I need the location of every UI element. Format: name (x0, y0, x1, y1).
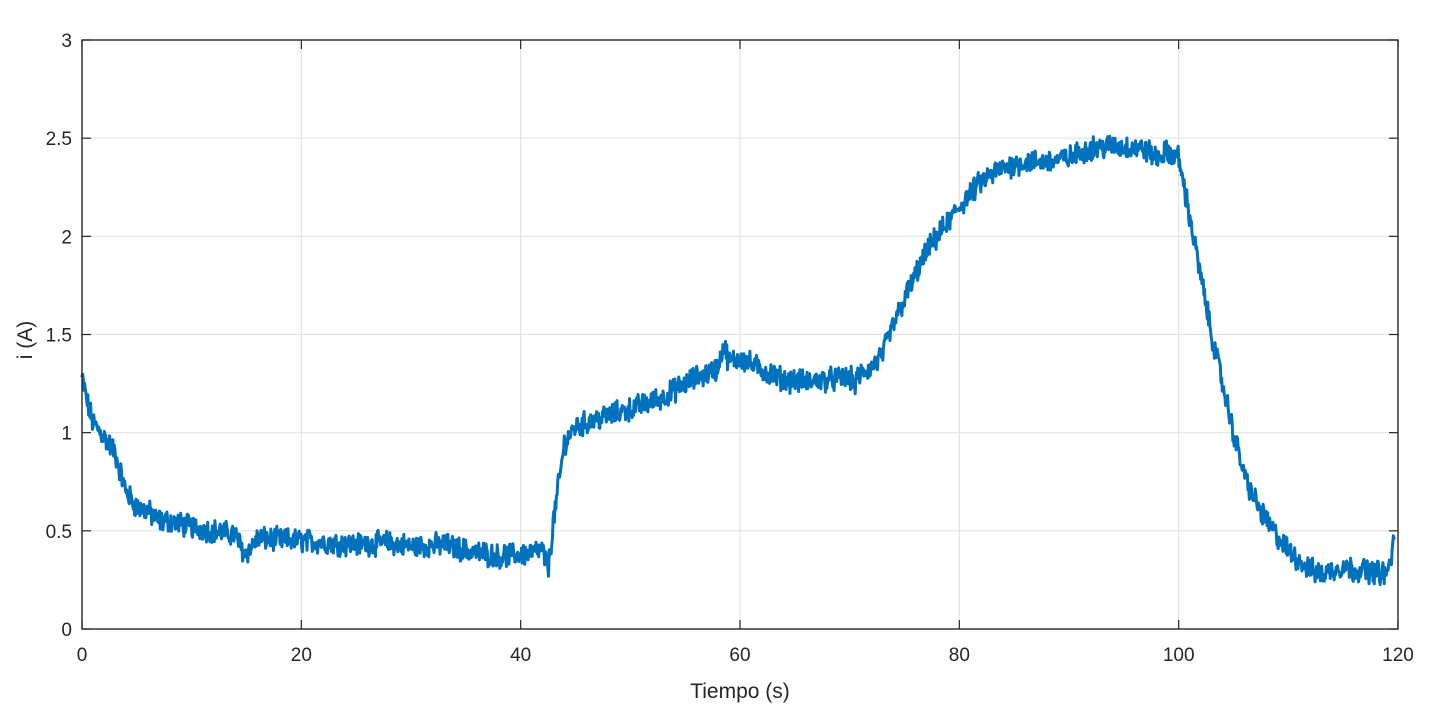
y-tick-label: 1.5 (46, 326, 72, 347)
series-line-current (80, 134, 1396, 587)
y-tick-label: 2.5 (46, 129, 72, 150)
y-tick-labels: 0 0.5 1 1.5 2 2.5 3 (46, 31, 72, 641)
x-tick-label: 20 (291, 645, 312, 666)
y-tick-label: 0.5 (46, 522, 72, 543)
x-tick-label: 100 (1163, 645, 1195, 666)
y-tick-label: 1 (61, 424, 72, 445)
x-tick-label: 0 (77, 645, 88, 666)
y-tick-label: 0 (61, 620, 72, 641)
x-axis-label: Tiempo (s) (690, 680, 790, 703)
tick-marks (81, 39, 1399, 630)
x-tick-label: 120 (1382, 645, 1414, 666)
grid (82, 40, 1398, 629)
series-layer (80, 134, 1396, 587)
x-tick-labels: 0 20 40 60 80 100 120 (77, 645, 1414, 666)
x-tick-label: 80 (949, 645, 970, 666)
y-axis-label: i (A) (14, 321, 37, 360)
y-tick-label: 2 (61, 227, 72, 248)
x-tick-label: 60 (729, 645, 750, 666)
y-tick-label: 3 (61, 31, 72, 52)
x-tick-label: 40 (510, 645, 531, 666)
